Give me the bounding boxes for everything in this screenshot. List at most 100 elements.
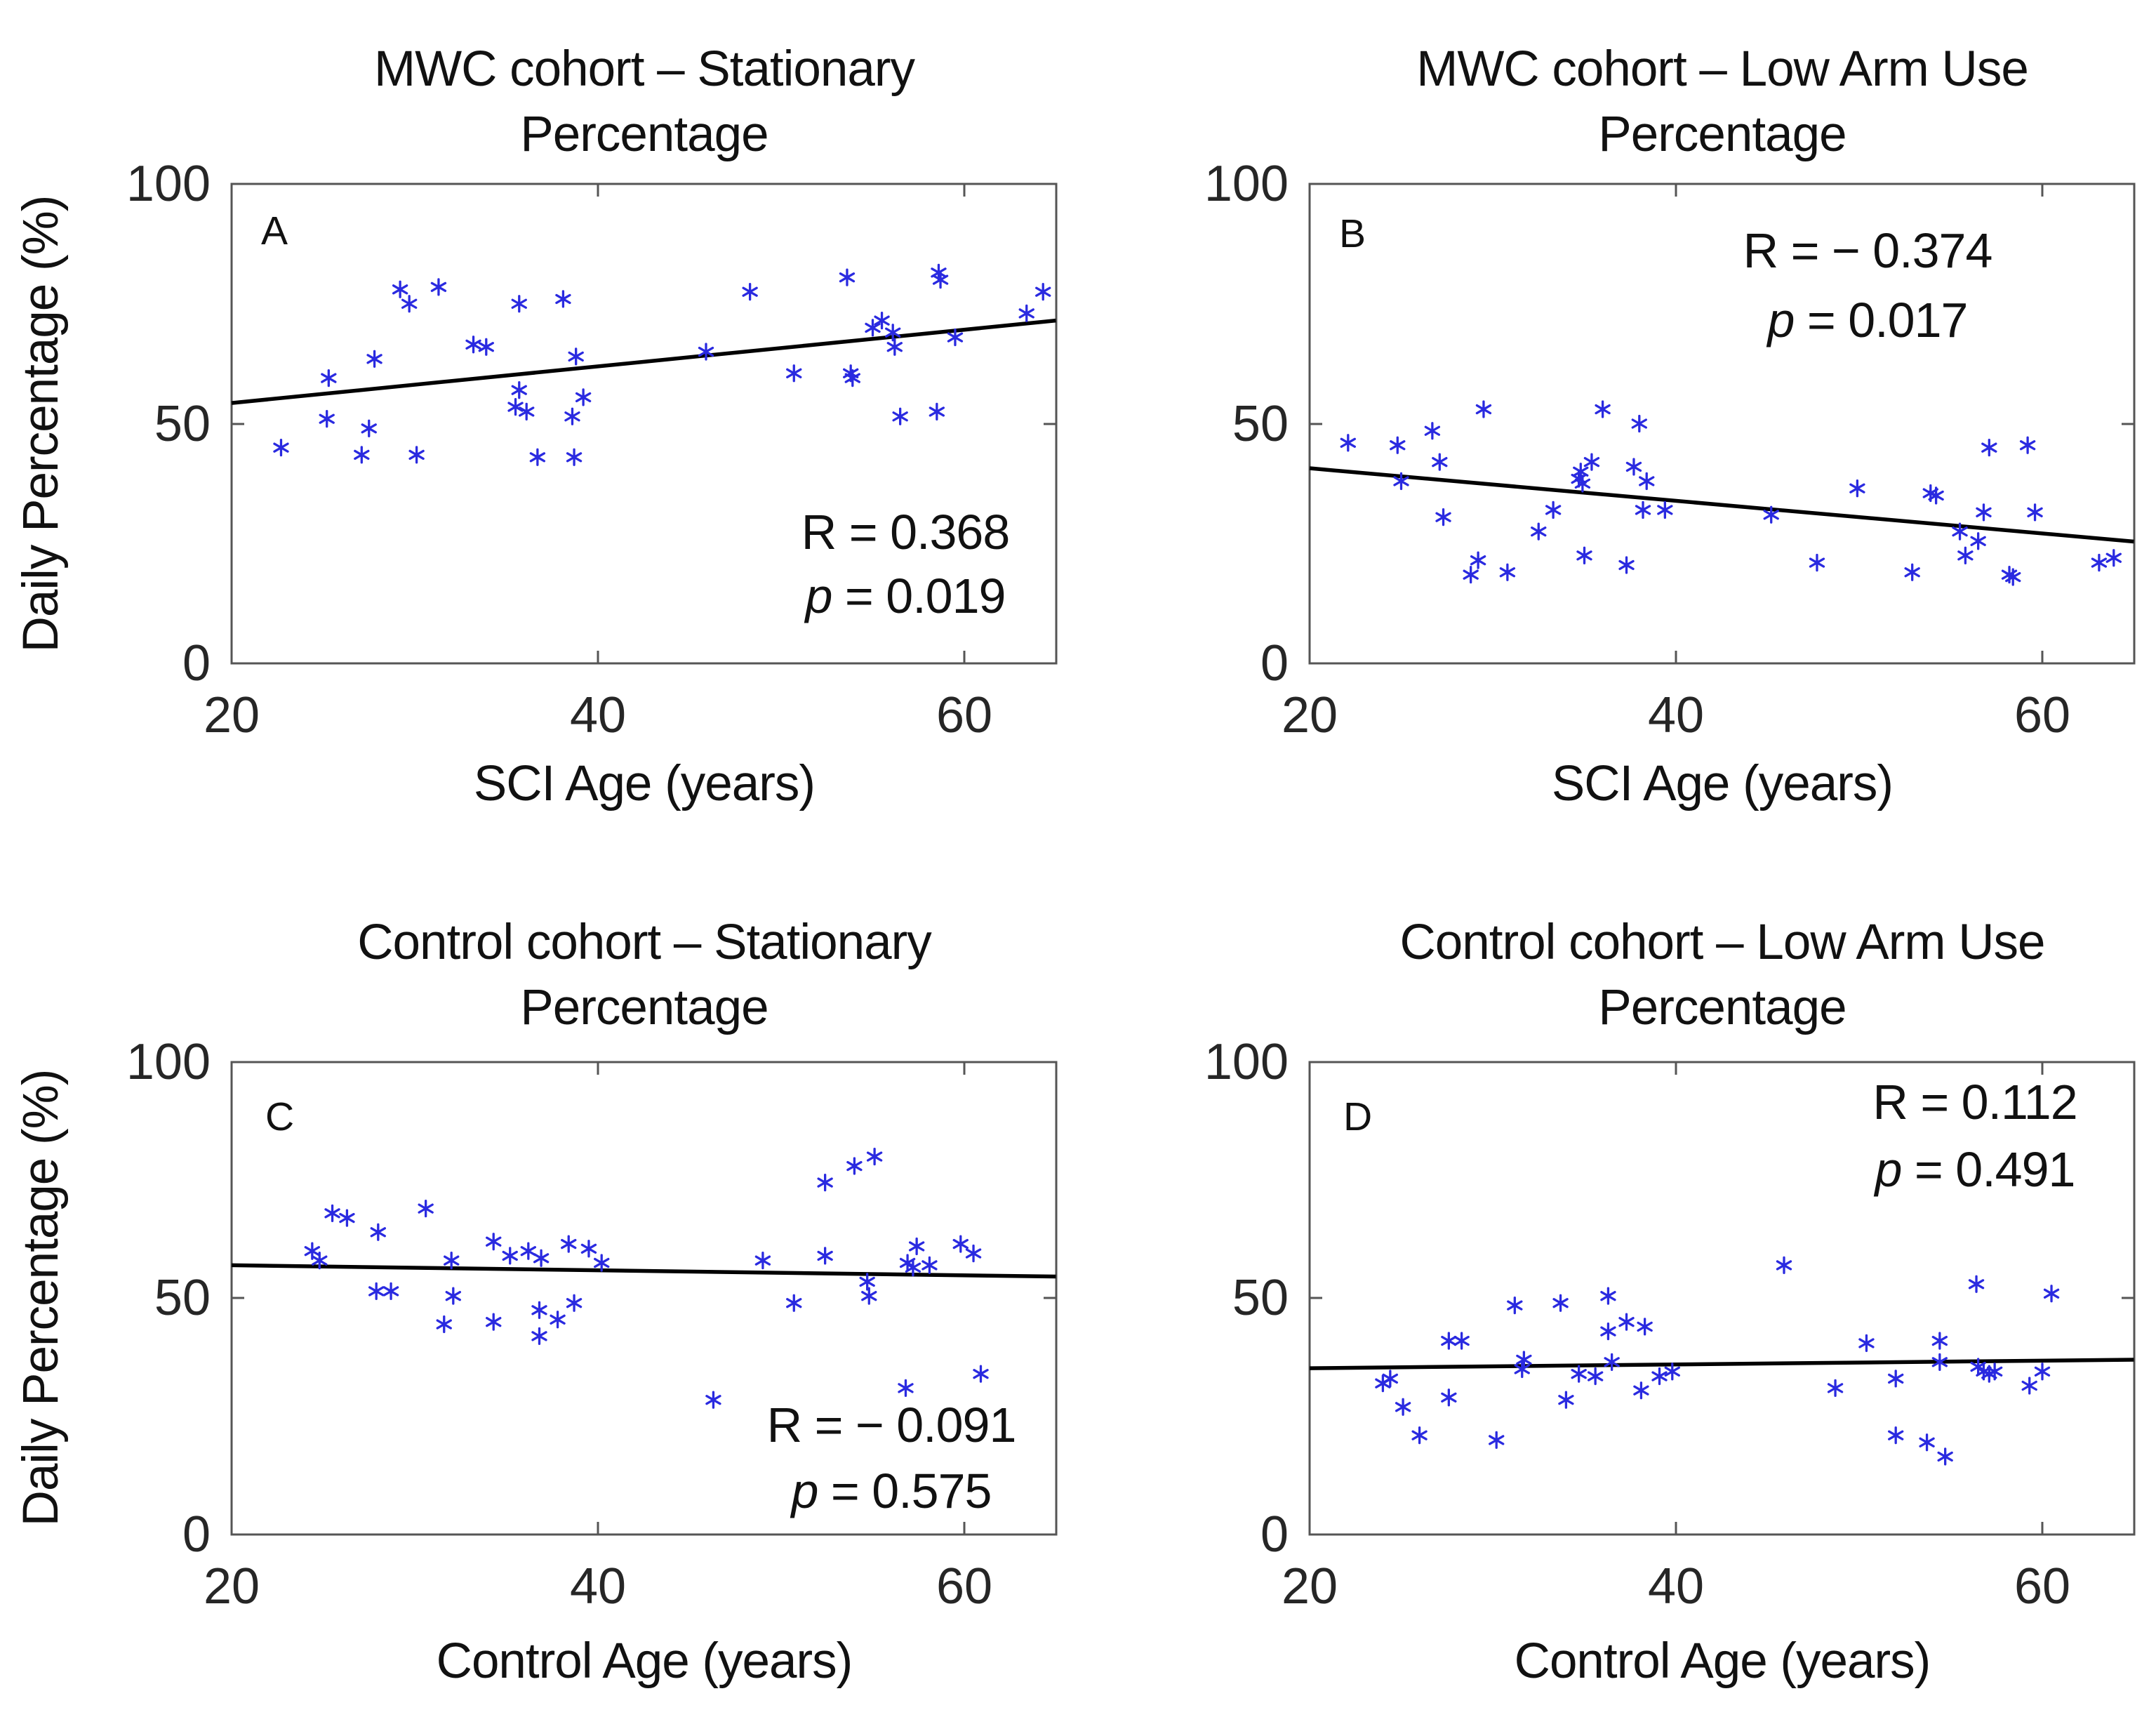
panel-d-tick-marks xyxy=(1310,1062,2134,1535)
panel-d-xtick-20: 20 xyxy=(1282,1558,1338,1615)
scatter-marker xyxy=(382,1282,399,1301)
scatter-marker xyxy=(1657,501,1673,519)
scatter-marker xyxy=(1531,522,1547,541)
scatter-marker xyxy=(418,1199,434,1218)
scatter-marker xyxy=(1931,1332,1948,1350)
panel-d-xtick-60: 60 xyxy=(2014,1558,2070,1615)
scatter-marker xyxy=(1470,551,1486,569)
scatter-marker xyxy=(1514,1360,1530,1379)
panel-c-xtick-20: 20 xyxy=(204,1558,260,1615)
scatter-marker xyxy=(1635,501,1651,519)
panel-a-ytick-0: 0 xyxy=(182,635,211,691)
scatter-marker xyxy=(2091,553,2108,572)
scatter-marker xyxy=(1441,1388,1457,1407)
scatter-marker xyxy=(973,1365,989,1383)
scatter-marker xyxy=(1763,505,1779,524)
scatter-marker xyxy=(786,364,802,383)
scatter-marker xyxy=(531,1327,547,1345)
scatter-marker xyxy=(1340,434,1356,452)
panel-a-r-value: R = 0.368 xyxy=(801,505,1010,559)
scatter-marker xyxy=(273,439,289,457)
scatter-marker xyxy=(1618,556,1635,574)
panel-a-xtick-60: 60 xyxy=(936,687,992,743)
scatter-marker xyxy=(564,407,580,425)
scatter-marker xyxy=(1441,1332,1457,1350)
panel-b-ytick-100: 100 xyxy=(1204,156,1289,212)
scatter-marker xyxy=(566,1294,583,1312)
scatter-marker xyxy=(1888,1426,1904,1445)
scatter-marker xyxy=(1574,475,1591,493)
scatter-marker xyxy=(1809,553,1825,572)
scatter-marker xyxy=(1625,458,1642,476)
scatter-marker xyxy=(1631,414,1647,433)
panel-b-title-line2: Percentage xyxy=(1598,107,1846,162)
scatter-marker xyxy=(2043,1285,2060,1303)
panel-d-ytick-100: 100 xyxy=(1204,1034,1289,1090)
scatter-marker xyxy=(1904,563,1920,581)
panel-b-ytick-0: 0 xyxy=(1260,635,1289,691)
scatter-marker xyxy=(1858,1334,1875,1353)
scatter-marker xyxy=(594,1254,610,1272)
panel-a-ytick-50: 50 xyxy=(154,396,211,452)
panel-c-xtick-40: 40 xyxy=(570,1558,626,1615)
panel-b-r-value: R = − 0.374 xyxy=(1743,223,1992,278)
scatter-marker xyxy=(1516,1351,1532,1369)
scatter-marker xyxy=(859,1273,875,1291)
scatter-marker xyxy=(436,1315,452,1334)
panel-b-letter: B xyxy=(1339,211,1366,256)
panel-c-letter: C xyxy=(265,1094,294,1139)
scatter-marker xyxy=(921,1256,938,1275)
panel-c-r-value: R = − 0.091 xyxy=(767,1398,1016,1452)
scatter-marker xyxy=(324,1204,340,1223)
panel-c-ytick-0: 0 xyxy=(182,1506,211,1563)
scatter-marker xyxy=(892,407,908,425)
scatter-marker xyxy=(1986,1363,2003,1381)
scatter-marker xyxy=(478,338,494,356)
scatter-marker xyxy=(742,283,758,301)
scatter-marker xyxy=(1475,400,1492,418)
scatter-marker xyxy=(1651,1367,1668,1386)
panel-d-p-value: p = 0.491 xyxy=(1874,1142,2075,1197)
scatter-marker xyxy=(368,1282,385,1301)
scatter-marker xyxy=(339,1209,355,1227)
scatter-marker xyxy=(566,448,583,466)
scatter-marker xyxy=(1888,1370,1904,1388)
scatter-marker xyxy=(865,319,881,337)
scatter-marker xyxy=(1432,453,1448,471)
panel-c-y-axis-label: Daily Percentage (%) xyxy=(13,1070,69,1527)
scatter-marker xyxy=(908,1237,925,1256)
panel-b-xtick-40: 40 xyxy=(1648,687,1704,743)
scatter-marker xyxy=(1382,1370,1399,1388)
scatter-marker xyxy=(575,388,592,406)
panel-d-letter: D xyxy=(1343,1094,1372,1139)
panel-c-p-value: p = 0.575 xyxy=(790,1464,992,1518)
panel-b-xtick-20: 20 xyxy=(1282,687,1338,743)
scatter-marker xyxy=(2034,1363,2051,1381)
panel-b-trend-line xyxy=(1309,466,2134,544)
scatter-marker xyxy=(1571,1365,1587,1383)
scatter-marker xyxy=(1827,1379,1844,1398)
scatter-marker xyxy=(445,1287,461,1305)
scatter-marker xyxy=(844,369,860,387)
scatter-marker xyxy=(1035,283,1051,301)
scatter-marker xyxy=(1600,1287,1616,1305)
scatter-marker xyxy=(1463,565,1479,584)
scatter-marker xyxy=(555,290,571,308)
scatter-marker xyxy=(1489,1431,1505,1450)
panel-c-x-axis-label: Control Age (years) xyxy=(437,1633,853,1689)
scatter-marker xyxy=(1618,1313,1635,1331)
panel-c-scatter-points xyxy=(304,1147,989,1409)
panel-a-scatter-points xyxy=(273,263,1051,466)
scatter-marker xyxy=(531,1301,547,1319)
panel-d-xtick-40: 40 xyxy=(1648,1558,1704,1615)
scatter-marker xyxy=(1928,486,1944,505)
scatter-marker xyxy=(312,1252,328,1270)
scatter-marker xyxy=(507,397,524,416)
scatter-marker xyxy=(430,278,447,296)
scatter-marker xyxy=(519,402,535,421)
scatter-marker xyxy=(580,1240,597,1258)
scatter-marker xyxy=(1499,563,1516,581)
panel-a-x-axis-label: SCI Age (years) xyxy=(474,756,815,811)
panel-c-control-stationary: Control cohort – Stationary Percentage D… xyxy=(13,915,1058,1689)
